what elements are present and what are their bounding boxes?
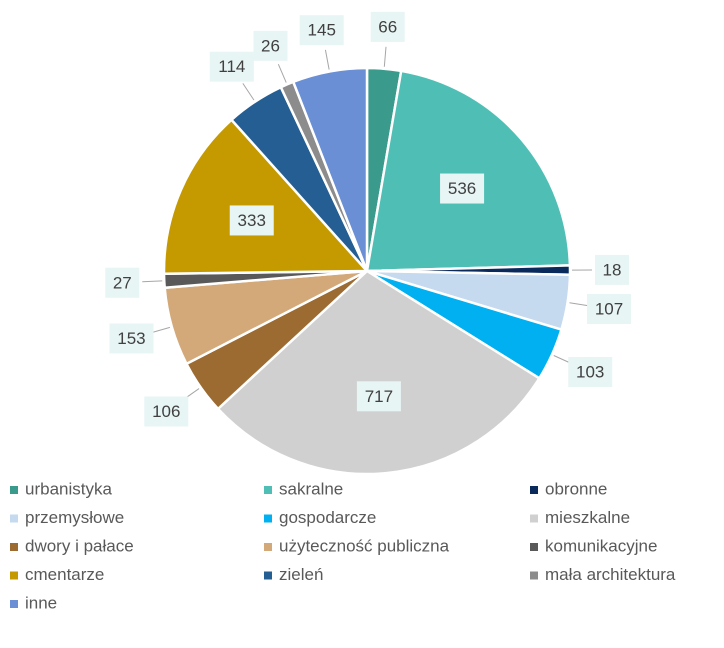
data-label: 106 (152, 402, 180, 421)
leader-line (243, 83, 254, 100)
data-label: 333 (238, 211, 266, 230)
legend-label: mała architektura (545, 565, 676, 584)
legend-swatch (10, 515, 18, 523)
data-label: 18 (603, 260, 622, 279)
data-label: 66 (378, 17, 397, 36)
legend-label: gospodarcze (279, 508, 376, 527)
leader-line (278, 64, 286, 82)
legend-swatch (10, 486, 18, 494)
leader-line (570, 303, 590, 306)
legend-swatch (10, 572, 18, 580)
data-label: 536 (448, 179, 476, 198)
legend-label: dwory i pałace (25, 536, 134, 555)
legend-swatch (530, 486, 538, 494)
legend-swatch (264, 486, 272, 494)
data-label: 103 (576, 362, 604, 381)
legend-swatch (530, 572, 538, 580)
legend-label: zieleń (279, 565, 323, 584)
legend-label: mieszkalne (545, 508, 630, 527)
pie-slice (367, 71, 570, 271)
legend-swatch (10, 543, 18, 551)
legend-swatch (264, 572, 272, 580)
leader-line (151, 327, 170, 333)
legend-label: urbanistyka (25, 479, 112, 498)
leader-line (325, 50, 329, 70)
data-label: 114 (218, 57, 245, 76)
data-label: 27 (113, 273, 132, 292)
legend-label: komunikacyjne (545, 536, 657, 555)
data-label: 717 (365, 387, 393, 406)
legend-label: użyteczność publiczna (279, 536, 450, 555)
data-label: 153 (117, 329, 145, 348)
legend-swatch (530, 515, 538, 523)
data-label: 145 (308, 21, 336, 40)
legend-label: cmentarze (25, 565, 104, 584)
legend-swatch (264, 515, 272, 523)
legend-label: przemysłowe (25, 508, 124, 527)
data-label: 107 (595, 299, 623, 318)
leader-line (142, 281, 162, 282)
legend-label: sakralne (279, 479, 343, 498)
legend-label: obronne (545, 479, 607, 498)
legend-swatch (10, 600, 18, 608)
legend-swatch (530, 543, 538, 551)
legend-swatch (264, 543, 272, 551)
legend-label: inne (25, 593, 57, 612)
leader-line (384, 47, 386, 67)
data-label: 26 (261, 36, 280, 55)
